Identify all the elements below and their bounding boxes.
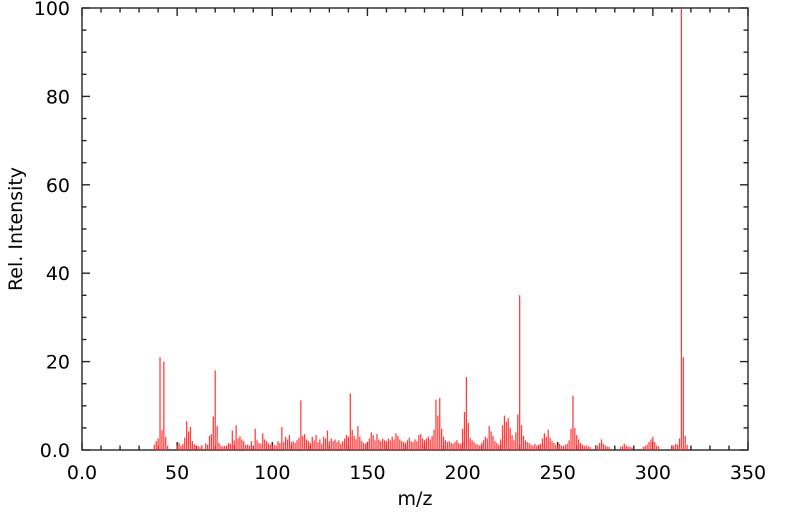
y-axis-ticks xyxy=(82,7,748,451)
y-axis-title: Rel. Intensity xyxy=(5,167,27,291)
x-axis-ticks xyxy=(81,8,749,450)
x-tick-label: 100 xyxy=(254,462,290,484)
y-tick-label: 0.0 xyxy=(40,440,70,462)
y-axis-tick-labels: 0.0 20 40 60 80 100 xyxy=(34,0,70,462)
y-tick-label: 60 xyxy=(46,175,70,197)
x-tick-label: 0.0 xyxy=(67,462,97,484)
x-tick-label: 200 xyxy=(444,462,480,484)
spectrum-peaks xyxy=(153,8,688,450)
y-tick-label: 20 xyxy=(46,352,70,374)
x-axis-title: m/z xyxy=(398,488,433,510)
x-tick-label: 300 xyxy=(635,462,671,484)
y-tick-label: 80 xyxy=(46,86,70,108)
y-tick-label: 40 xyxy=(46,263,70,285)
y-tick-label: 100 xyxy=(34,0,70,20)
x-axis-tick-labels: 0.0 50 100 150 200 250 300 350 xyxy=(67,462,766,484)
x-tick-label: 50 xyxy=(165,462,189,484)
plot-frame xyxy=(81,7,749,451)
x-tick-label: 150 xyxy=(349,462,385,484)
x-tick-label: 250 xyxy=(540,462,576,484)
x-tick-label: 350 xyxy=(730,462,766,484)
